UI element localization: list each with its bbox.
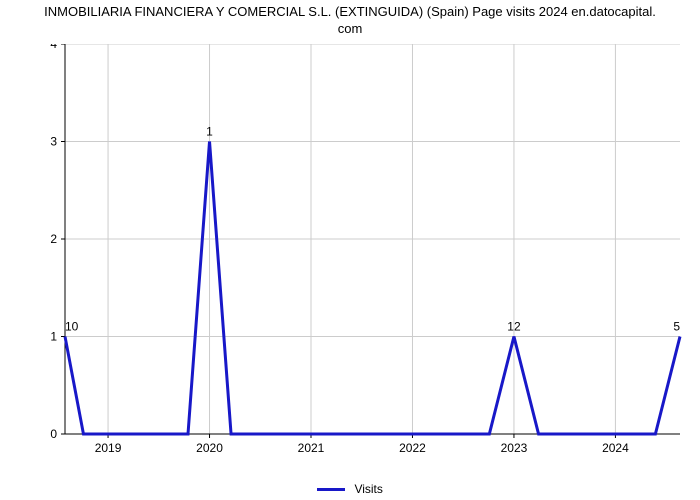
chart-title: INMOBILIARIA FINANCIERA Y COMERCIAL S.L.… <box>0 4 700 38</box>
legend-label: Visits <box>354 482 382 496</box>
title-line-1: INMOBILIARIA FINANCIERA Y COMERCIAL S.L.… <box>44 4 656 19</box>
legend: Visits <box>0 481 700 496</box>
svg-text:2021: 2021 <box>298 441 325 455</box>
svg-text:0: 0 <box>50 427 57 441</box>
svg-text:12: 12 <box>507 320 521 334</box>
chart-svg: 01234201920202021202220232024101125 <box>45 44 685 464</box>
svg-text:4: 4 <box>50 44 57 51</box>
svg-text:2020: 2020 <box>196 441 223 455</box>
svg-text:5: 5 <box>673 320 680 334</box>
svg-text:3: 3 <box>50 135 57 149</box>
svg-text:10: 10 <box>65 320 79 334</box>
svg-text:2019: 2019 <box>95 441 122 455</box>
legend-swatch <box>317 488 345 491</box>
title-line-2: com <box>338 21 363 36</box>
svg-text:1: 1 <box>206 125 213 139</box>
plot-area: 01234201920202021202220232024101125 <box>45 44 685 444</box>
svg-text:2022: 2022 <box>399 441 426 455</box>
svg-text:2023: 2023 <box>501 441 528 455</box>
chart-container: INMOBILIARIA FINANCIERA Y COMERCIAL S.L.… <box>0 0 700 500</box>
svg-text:2024: 2024 <box>602 441 629 455</box>
svg-text:1: 1 <box>50 330 57 344</box>
svg-text:2: 2 <box>50 232 57 246</box>
